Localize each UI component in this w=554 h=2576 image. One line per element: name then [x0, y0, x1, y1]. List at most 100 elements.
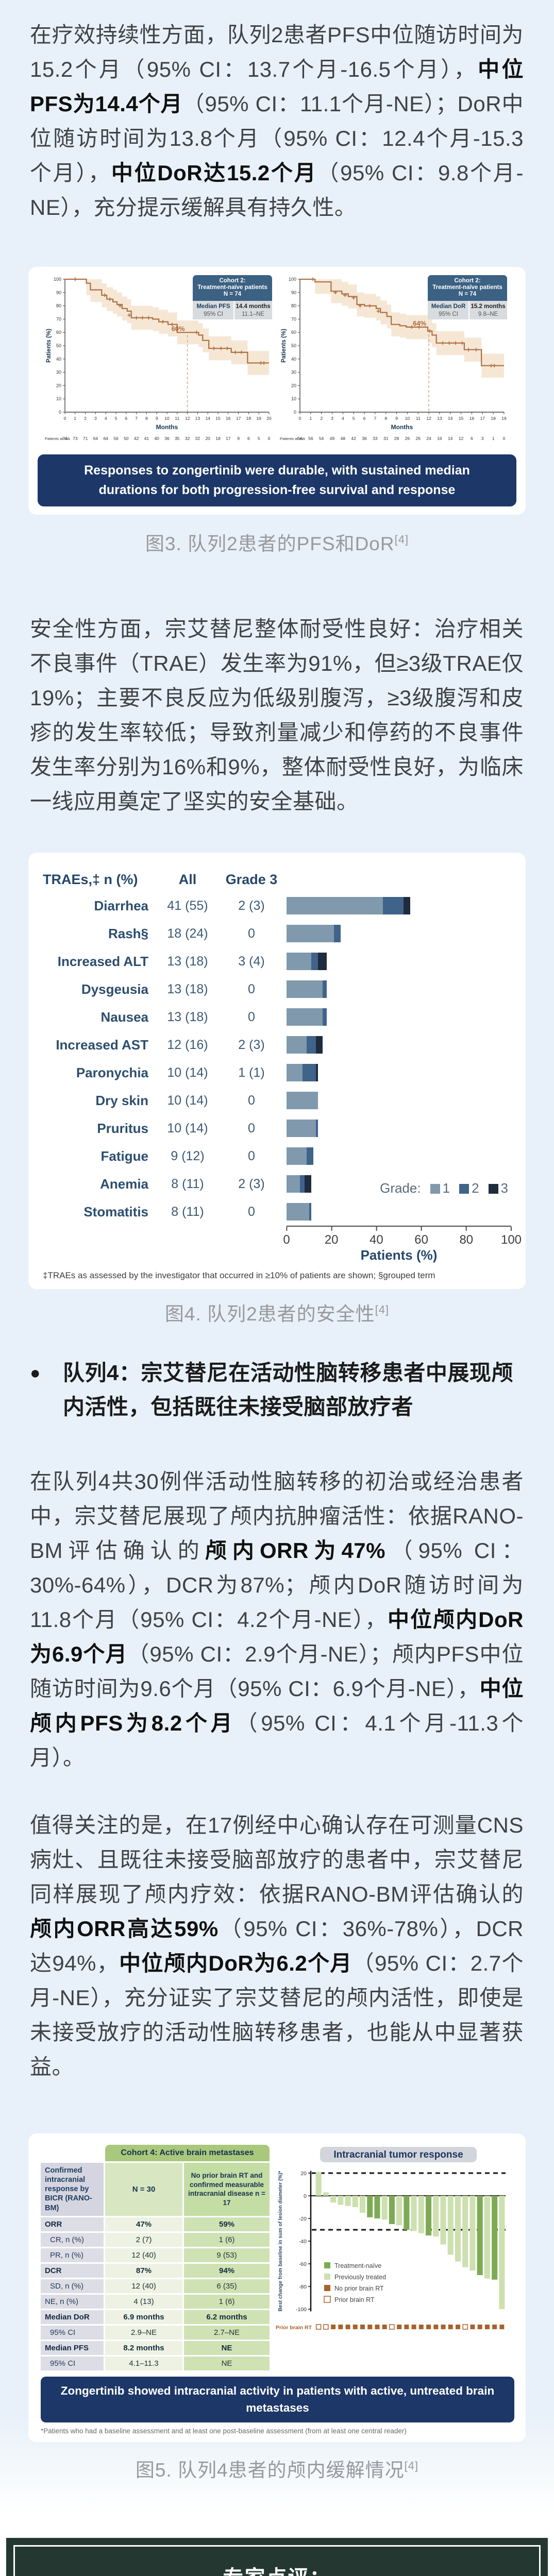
figure5-caption-ref: [4]: [404, 2459, 419, 2472]
figure5-footnote: *Patients who had a baseline assessment …: [41, 2427, 407, 2435]
trae-bar: [287, 980, 511, 998]
svg-text:14: 14: [448, 436, 453, 441]
svg-text:40: 40: [154, 436, 159, 441]
svg-text:5: 5: [114, 416, 117, 421]
table-row-label: NE, n (%): [41, 2294, 104, 2309]
table-row-label: Median DoR: [41, 2310, 104, 2324]
trae-x-axis: 0 20 40 60 80 100: [283, 1226, 522, 1257]
trae-row: Dysgeusia 13 (18) 0: [43, 975, 511, 1003]
svg-text:6: 6: [471, 436, 473, 441]
trae-header-all: All: [178, 871, 197, 887]
svg-text:Prior brain RT: Prior brain RT: [276, 2325, 312, 2331]
paragraph-safety: 安全性方面，宗艾替尼整体耐受性良好：治疗相关不良事件（TRAE）发生率为91%，…: [30, 617, 524, 814]
svg-text:12: 12: [426, 416, 431, 421]
svg-text:1: 1: [492, 436, 494, 441]
svg-text:15.2 months: 15.2 months: [471, 303, 505, 310]
svg-text:13: 13: [195, 416, 200, 421]
figure4-caption: 图4. 队列2患者的安全性[4]: [164, 1303, 390, 1325]
trae-bar: [287, 1175, 511, 1193]
svg-text:100: 100: [288, 277, 296, 282]
svg-text:50: 50: [56, 343, 61, 348]
trae-chart: TRAEs,‡ n (%) All Grade 3 Diarrhea 41 (55) 2 …: [43, 867, 511, 1226]
table-col1-header: N = 30: [105, 2163, 182, 2216]
svg-text:13: 13: [437, 416, 442, 421]
table-value-n17: NE: [184, 2341, 270, 2355]
trae-bar: [287, 1203, 511, 1221]
trae-bar: [287, 1036, 511, 1054]
svg-text:6: 6: [247, 436, 250, 441]
trae-row: Rash§ 18 (24) 0: [43, 920, 511, 947]
figure4-footnote: ‡TRAEs as assessed by the investigator t…: [43, 1270, 435, 1280]
trae-row: Stomatitis 8 (11) 0: [43, 1198, 511, 1226]
table-value-n17: 6.2 months: [184, 2310, 270, 2324]
svg-text:50: 50: [124, 436, 129, 441]
svg-text:-60: -60: [299, 2261, 307, 2267]
trae-header-grade3: Grade 3: [225, 871, 278, 887]
svg-text:30: 30: [56, 370, 61, 375]
svg-text:N = 74: N = 74: [458, 291, 476, 297]
svg-text:36: 36: [164, 436, 170, 441]
svg-text:7: 7: [135, 416, 138, 421]
table-col2-header: No prior brain RT and confirmed measurab…: [184, 2163, 270, 2216]
svg-text:-80: -80: [299, 2284, 307, 2290]
svg-text:100: 100: [53, 277, 61, 282]
svg-text:3: 3: [94, 416, 97, 421]
svg-text:-40: -40: [299, 2239, 307, 2245]
svg-text:11: 11: [415, 416, 420, 421]
table-value-n17: 1 (6): [184, 2294, 270, 2309]
table-value-n17: 1 (6): [184, 2232, 270, 2247]
svg-text:10: 10: [405, 416, 410, 421]
figure5-card: Cohort 4: Active brain metastases Confirm…: [28, 2133, 526, 2443]
svg-text:Months: Months: [156, 423, 178, 431]
svg-text:42: 42: [133, 436, 139, 441]
trae-row: Pruritus 10 (14) 0: [43, 1114, 511, 1142]
svg-text:0: 0: [267, 436, 270, 441]
table-value-n30: 2.9–NE: [105, 2325, 182, 2340]
svg-text:11: 11: [175, 416, 179, 421]
svg-text:32: 32: [195, 436, 200, 441]
trae-grade-legend: Grade: 1 2 3: [380, 1180, 508, 1196]
svg-text:6: 6: [125, 416, 127, 421]
svg-text:5: 5: [257, 436, 260, 441]
trae-row: Paronychia 10 (14) 1 (1): [43, 1059, 511, 1087]
svg-text:36: 36: [362, 436, 367, 441]
svg-text:N = 74: N = 74: [223, 291, 241, 297]
svg-text:54: 54: [318, 436, 324, 441]
svg-text:16: 16: [437, 436, 442, 441]
table-span-header: Cohort 4: Active brain metastases: [105, 2145, 270, 2161]
trae-header-row: TRAEs,‡ n (%) All Grade 3: [43, 867, 511, 892]
svg-text:Median PFS: Median PFS: [196, 303, 230, 310]
svg-text:20: 20: [56, 383, 61, 388]
svg-text:Months: Months: [391, 423, 413, 431]
svg-text:24: 24: [426, 436, 431, 441]
svg-text:9.8–NE: 9.8–NE: [478, 311, 498, 317]
svg-text:42: 42: [351, 436, 356, 441]
table-row-label: Median PFS: [41, 2341, 104, 2355]
figure5-banner: Zongertinib showed intracranial activity…: [41, 2376, 514, 2423]
svg-text:Treatment-naïve patients: Treatment-naïve patients: [432, 284, 502, 291]
table-value-n17: NE: [184, 2356, 270, 2370]
svg-text:60%: 60%: [171, 325, 184, 332]
trae-bar: [287, 1147, 511, 1165]
svg-text:28: 28: [394, 436, 399, 441]
trae-row: Increased AST 12 (16) 2 (3): [43, 1031, 511, 1059]
paragraph-cohort4-results: 在队列4共30例伴活动性脑转移的初治或经治患者中，宗艾替尼展现了颅内抗肿瘤活性：…: [30, 1469, 524, 1770]
svg-text:Median DoR: Median DoR: [431, 303, 465, 310]
svg-text:0: 0: [293, 410, 296, 415]
article-body: 在疗效持续性方面，队列2患者PFS中位随访时间为15.2个月（95% CI：13…: [28, 23, 526, 2481]
svg-text:Intracranial tumor response: Intracranial tumor response: [333, 2149, 463, 2160]
svg-text:Patients at risk: Patients at risk: [280, 436, 305, 441]
trae-row: Fatigue 9 (12) 0: [43, 1142, 511, 1170]
svg-text:16: 16: [226, 416, 231, 421]
svg-text:80: 80: [56, 303, 61, 309]
svg-text:20: 20: [291, 383, 296, 388]
table-row-label: 95% CI: [41, 2356, 104, 2370]
svg-text:0: 0: [304, 2193, 307, 2199]
svg-text:12: 12: [184, 416, 190, 421]
svg-text:2: 2: [320, 416, 323, 421]
svg-text:9: 9: [237, 436, 240, 441]
svg-text:12: 12: [458, 436, 463, 441]
svg-text:9: 9: [155, 416, 158, 421]
